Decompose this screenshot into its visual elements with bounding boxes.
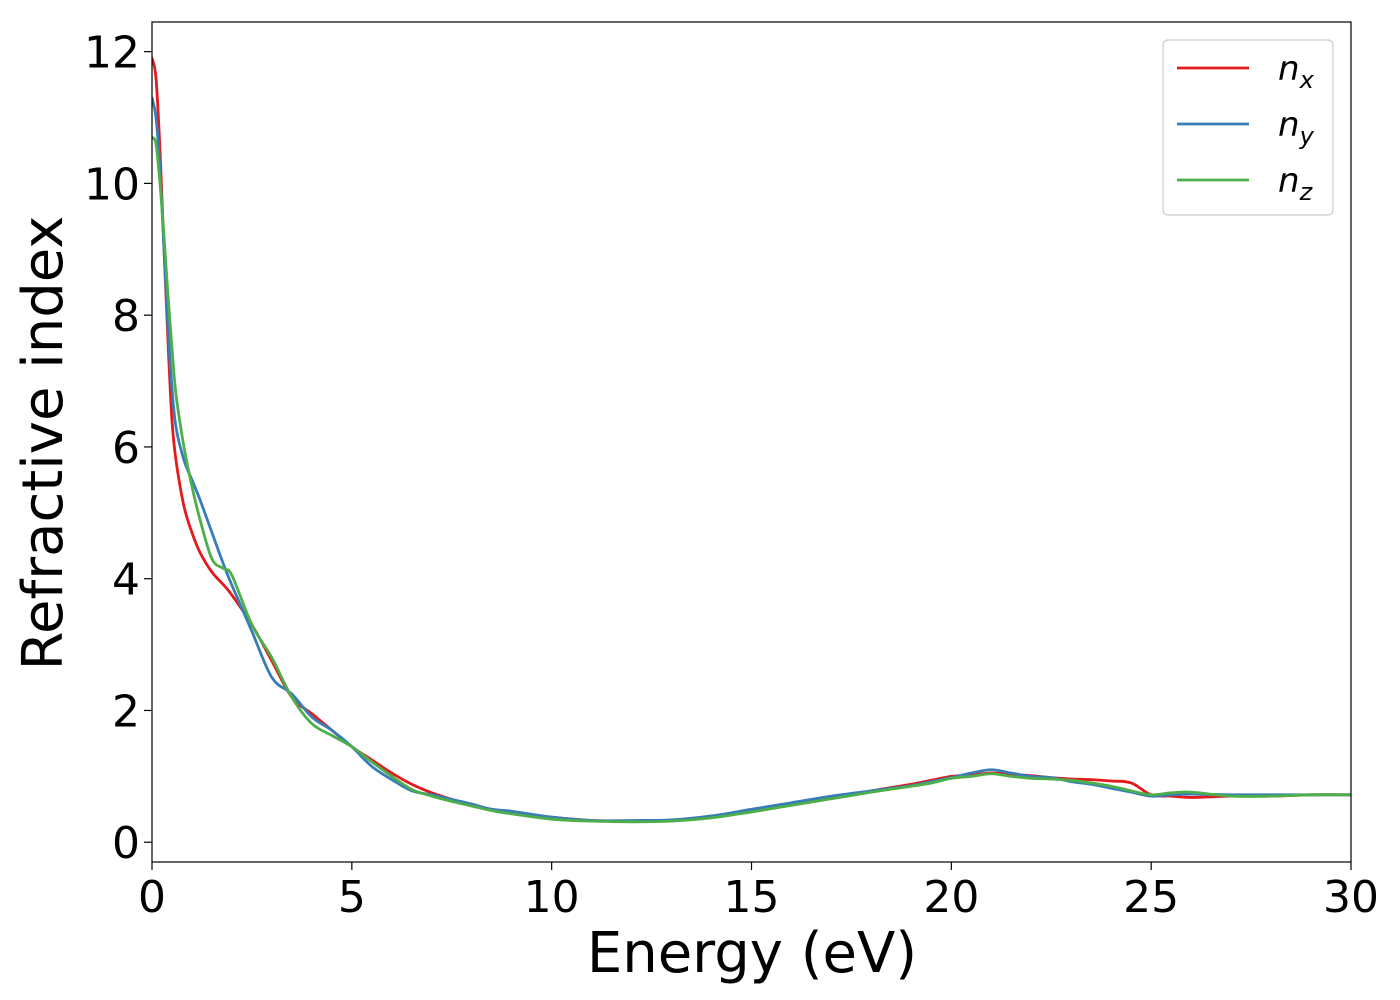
x-tick-label: 15	[724, 872, 780, 923]
y-tick-label: 0	[112, 818, 140, 869]
series-line-n-z	[152, 135, 1351, 824]
x-tick-label: 0	[138, 872, 166, 923]
x-tick-label: 10	[524, 872, 580, 923]
legend-subscript: y	[1299, 122, 1315, 150]
series-lines	[152, 56, 1351, 824]
x-tick-label: 30	[1323, 872, 1379, 923]
y-tick-label: 12	[84, 28, 140, 79]
legend-entry-z: nz	[1278, 161, 1314, 206]
y-tick-label: 4	[112, 555, 140, 606]
legend-subscript: x	[1299, 66, 1315, 94]
legend-subscript: z	[1299, 178, 1314, 206]
y-axis-ticks: 0 2 4 6 8 10 12	[84, 28, 152, 869]
x-axis-label: Energy (eV)	[587, 921, 917, 986]
x-tick-label: 20	[923, 872, 979, 923]
y-tick-label: 8	[112, 291, 140, 342]
x-tick-label: 5	[338, 872, 366, 923]
x-tick-label: 25	[1123, 872, 1179, 923]
y-tick-label: 6	[112, 423, 140, 474]
x-axis-ticks: 0 5 10 15 20 25 30	[138, 862, 1379, 923]
y-tick-label: 10	[84, 159, 140, 210]
y-axis-label: Refractive index	[11, 216, 76, 671]
legend-box	[1162, 39, 1334, 216]
y-tick-label: 2	[112, 686, 140, 737]
